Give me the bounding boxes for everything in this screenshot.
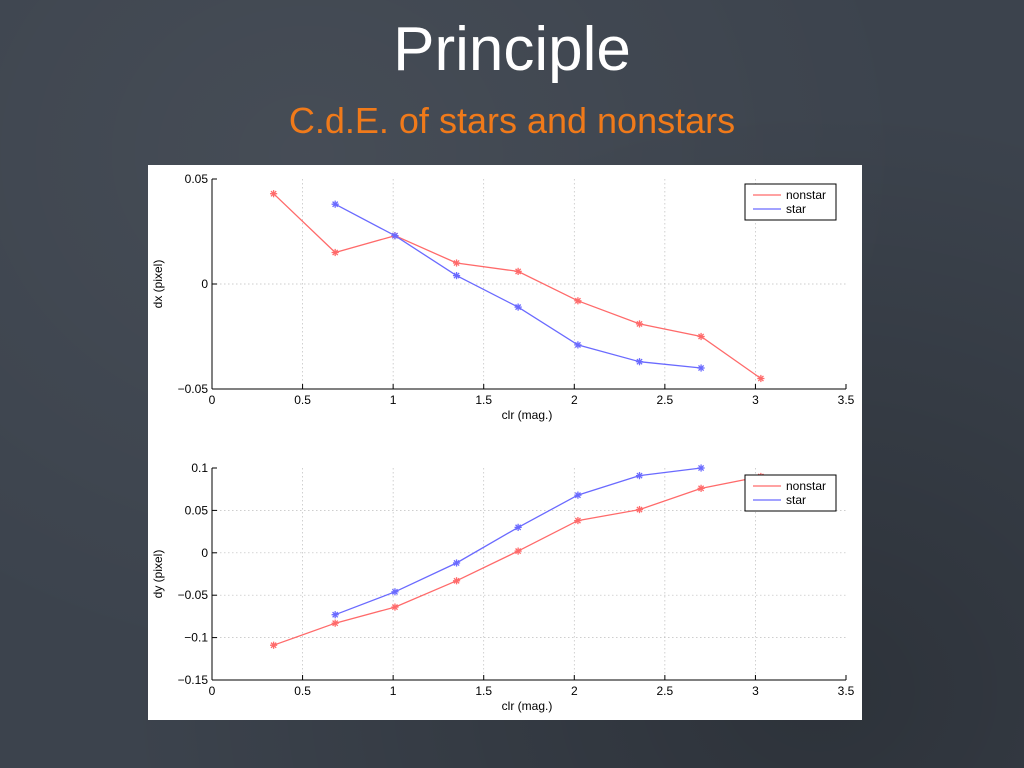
data-point-star: [331, 611, 339, 619]
data-point-nonstar: [697, 484, 705, 492]
y-tick-label: 0: [201, 277, 208, 291]
x-tick-label: 2.5: [657, 393, 674, 407]
x-tick-label: 1: [390, 684, 397, 698]
y-tick-label: −0.05: [178, 382, 209, 396]
legend-box: [744, 183, 837, 221]
data-point-star: [635, 358, 644, 366]
data-point-nonstar: [697, 332, 705, 341]
data-point-nonstar: [391, 603, 399, 611]
legend-box: [744, 474, 837, 512]
data-point-star: [514, 523, 522, 531]
data-point-nonstar: [574, 297, 582, 305]
x-tick-label: 1.5: [475, 684, 492, 698]
slide-title: Principle: [393, 15, 631, 84]
x-tick-label: 2: [571, 393, 578, 407]
y-tick-label: 0: [201, 546, 208, 560]
data-point-star: [697, 364, 705, 372]
legend-label-nonstar: nonstar: [786, 479, 826, 493]
y-axis-label: dx (pixel): [151, 260, 165, 309]
data-point-nonstar: [574, 516, 582, 525]
data-point-nonstar: [331, 248, 339, 257]
data-point-nonstar: [452, 577, 461, 585]
data-point-star: [574, 341, 582, 349]
x-tick-label: 3.5: [838, 684, 855, 698]
x-tick-label: 3: [752, 684, 759, 698]
x-tick-label: 3: [752, 393, 759, 407]
x-tick-label: 0: [209, 684, 216, 698]
data-point-nonstar: [514, 267, 522, 275]
data-point-nonstar: [269, 641, 278, 649]
data-point-star: [574, 491, 582, 499]
chart-2: 0 0.5 1 1.5 2 2.5 3 3.5 −0.15 −0.1 −0.05 0 0.05 0.1 cl…: [151, 461, 855, 713]
y-tick-label: −0.1: [184, 631, 208, 645]
data-point-nonstar: [635, 505, 644, 514]
data-point-star: [391, 232, 399, 240]
y-tick-label: −0.05: [178, 588, 209, 602]
data-point-nonstar: [635, 320, 644, 328]
data-point-star: [635, 472, 644, 480]
slide-subtitle: C.d.E. of stars and nonstars: [288, 100, 736, 141]
y-tick-label: 0.05: [185, 172, 209, 186]
x-axis-label: clr (mag.): [502, 408, 553, 422]
x-tick-label: 2.5: [657, 684, 674, 698]
data-point-nonstar: [452, 259, 461, 267]
data-point-star: [391, 588, 399, 596]
data-point-star: [452, 559, 461, 567]
figure-panel: 0 0.5 1 1.5 2 2.5 3 3.5 −0.05 0 0.05 clr (mag.) dx (…: [148, 165, 862, 720]
x-tick-label: 0: [209, 393, 216, 407]
data-point-star: [331, 200, 339, 208]
data-point-nonstar: [757, 374, 765, 383]
legend-label-star: star: [786, 493, 806, 507]
data-point-star: [514, 303, 522, 311]
y-tick-label: 0.1: [191, 461, 208, 475]
x-tick-label: 1.5: [475, 393, 492, 407]
legend-label-star: star: [786, 202, 806, 216]
data-point-star: [452, 272, 461, 280]
data-point-star: [697, 464, 705, 472]
data-point-nonstar: [331, 619, 339, 627]
x-axis-label: clr (mag.): [502, 699, 553, 713]
x-tick-label: 2: [571, 684, 578, 698]
y-tick-label: 0.05: [185, 503, 209, 517]
x-tick-label: 0.5: [294, 393, 311, 407]
data-point-nonstar: [269, 190, 278, 198]
series-line-star: [334, 203, 702, 369]
x-tick-label: 3.5: [838, 393, 855, 407]
data-point-nonstar: [514, 547, 522, 555]
series-line-nonstar: [273, 475, 762, 646]
y-tick-label: −0.15: [178, 673, 209, 687]
x-tick-label: 0.5: [294, 684, 311, 698]
series-line-star: [334, 467, 702, 616]
y-axis-label: dy (pixel): [151, 550, 165, 599]
legend-label-nonstar: nonstar: [786, 188, 826, 202]
x-tick-label: 1: [390, 393, 397, 407]
series-line-nonstar: [273, 193, 762, 380]
